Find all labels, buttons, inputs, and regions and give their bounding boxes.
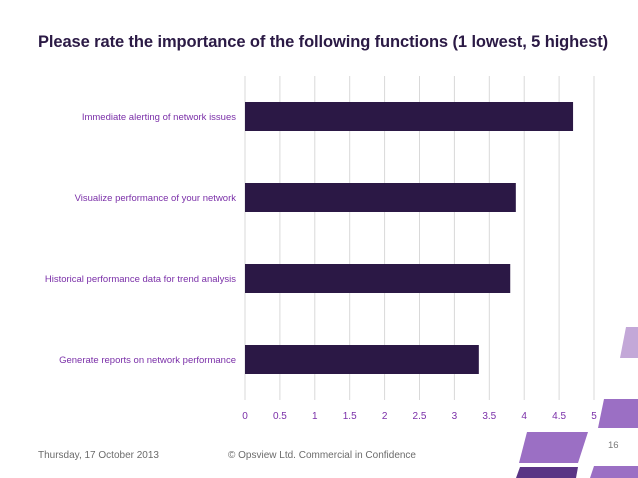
x-tick-label: 2 bbox=[382, 411, 388, 422]
deco-shape-dark bbox=[516, 467, 578, 478]
footer-date: Thursday, 17 October 2013 bbox=[38, 450, 159, 461]
category-label: Historical performance data for trend an… bbox=[45, 274, 236, 285]
category-label: Immediate alerting of network issues bbox=[82, 112, 236, 123]
footer-copyright: © Opsview Ltd. Commercial in Confidence bbox=[228, 450, 416, 461]
page-number: 16 bbox=[608, 440, 619, 451]
x-tick-label: 2.5 bbox=[413, 411, 427, 422]
x-tick-label: 3 bbox=[452, 411, 458, 422]
bar bbox=[245, 264, 511, 293]
x-tick-label: 4.5 bbox=[552, 411, 566, 422]
category-label: Visualize performance of your network bbox=[75, 193, 237, 204]
bar bbox=[245, 345, 479, 374]
x-tick-label: 4 bbox=[521, 411, 527, 422]
bar bbox=[245, 183, 516, 212]
x-tick-label: 0.5 bbox=[273, 411, 287, 422]
x-tick-label: 0 bbox=[242, 411, 248, 422]
deco-shape-mid bbox=[519, 432, 588, 463]
slide-title: Please rate the importance of the follow… bbox=[38, 33, 609, 51]
x-tick-label: 1 bbox=[312, 411, 318, 422]
bar bbox=[245, 102, 574, 131]
category-label: Generate reports on network performance bbox=[59, 355, 236, 366]
x-tick-label: 3.5 bbox=[482, 411, 496, 422]
deco-shape-light bbox=[620, 327, 638, 358]
x-tick-label: 1.5 bbox=[343, 411, 357, 422]
x-tick-label: 5 bbox=[591, 411, 597, 422]
deco-shape-corner bbox=[590, 466, 638, 478]
deco-shape-right bbox=[598, 399, 638, 428]
